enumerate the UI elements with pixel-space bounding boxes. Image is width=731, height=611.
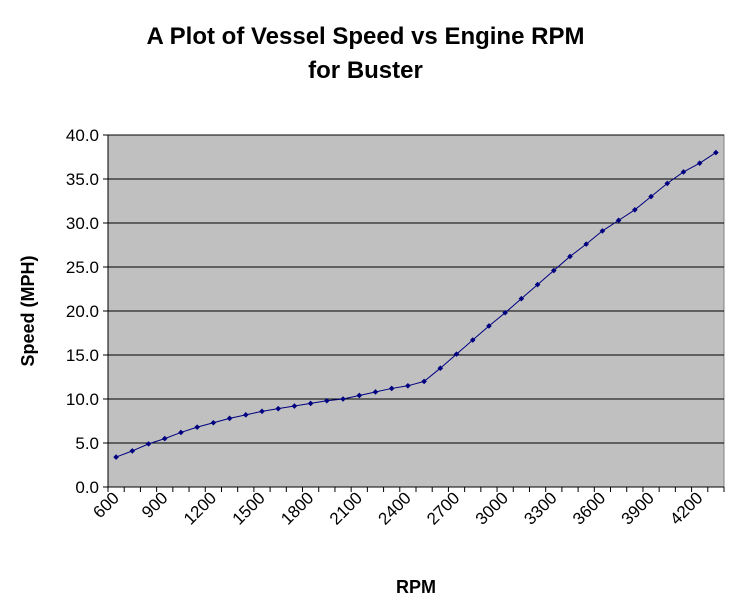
data-point [421,378,427,385]
data-point [518,295,525,302]
y-tick-label: 5.0 [75,434,99,453]
data-point [632,207,638,213]
data-point [388,385,395,392]
x-tick-label: 1500 [229,488,269,528]
data-point [242,412,249,418]
data-point [226,415,233,422]
x-tick-label: 4200 [666,488,706,528]
y-axis-label: Speed (MPH) [18,255,38,366]
chart-title-line-1: A Plot of Vessel Speed vs Engine RPM [146,23,585,50]
data-point [129,448,136,454]
x-axis-label: RPM [396,577,436,597]
data-point [161,435,168,442]
x-tick-label: 3600 [569,488,609,528]
y-tick-label: 35.0 [66,170,99,189]
data-point [469,337,476,343]
data-point [356,392,363,399]
data-point [680,169,687,175]
x-tick-label: 3000 [472,488,512,528]
y-tick-label: 10.0 [66,390,99,409]
y-tick-label: 25.0 [66,258,99,277]
data-point [275,405,282,412]
y-tick-label: 0.0 [75,478,99,497]
data-point [210,419,217,426]
chart-title: A Plot of Vessel Speed vs Engine RPM for… [0,20,731,88]
y-tick-label: 20.0 [66,302,99,321]
data-point [713,149,719,156]
data-point [583,241,590,247]
data-point [340,396,346,402]
data-point [615,217,622,224]
x-tick-label: 1800 [277,488,317,528]
chart-title-line-2: for Buster [308,57,423,84]
x-tick-label: 2100 [326,488,366,528]
data-point [664,180,671,187]
data-point [648,193,654,200]
data-point [437,365,444,371]
grid-lines [108,134,724,444]
y-tick-label: 15.0 [66,346,99,365]
y-tick-label: 30.0 [66,214,99,233]
x-tick-label: 2700 [423,488,463,528]
data-point [502,309,508,316]
data-point [550,267,557,274]
y-tick-label: 40.0 [66,126,99,145]
data-point [259,408,265,415]
data-point [178,429,184,436]
data-point [372,389,379,395]
x-axis: 600 900 1200 1500 1800 2100 2400 2700 3000 3300 36… [89,486,725,529]
series-line [115,152,717,458]
data-point [599,228,606,234]
data-points [113,149,719,460]
x-tick-label: 900 [138,488,171,521]
data-point [291,403,298,409]
data-point [486,323,492,329]
data-point [534,281,541,288]
data-point [453,351,460,357]
x-tick-label: 1200 [180,488,220,528]
data-point [145,441,152,447]
data-point [405,383,411,389]
x-tick-label: 3900 [618,488,658,528]
data-point [567,253,573,260]
data-point [307,400,314,407]
x-tick-label: 3300 [520,488,560,528]
y-axis: 0.0 5.0 10.0 15.0 20.0 25.0 30.0 35.0 40.0 [66,126,109,497]
x-tick-label: 2400 [375,488,415,528]
data-point [113,454,119,460]
data-point [696,160,703,166]
data-point [324,397,330,404]
data-point [194,424,200,430]
